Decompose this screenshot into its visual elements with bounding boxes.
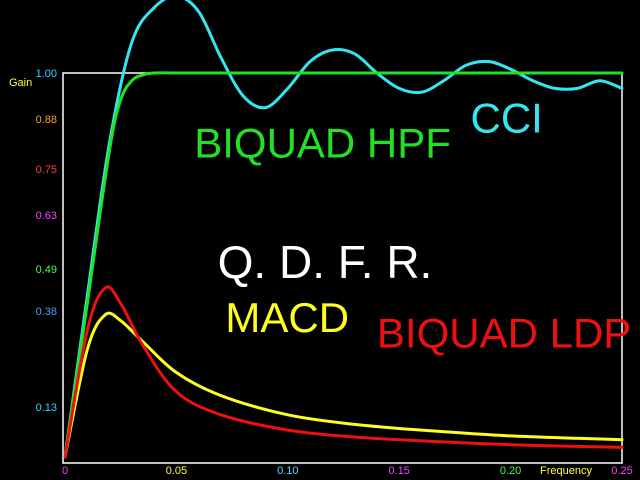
x-tick-label: 0.05 bbox=[166, 465, 187, 477]
y-tick-label: 0.49 bbox=[36, 264, 57, 276]
y-tick-label: 0.88 bbox=[36, 114, 57, 126]
series-line-cci bbox=[63, 0, 624, 459]
y-tick-label: 0.63 bbox=[36, 210, 57, 222]
series-layer bbox=[63, 0, 624, 459]
y-tick-label: 0.38 bbox=[36, 306, 57, 318]
y-axis-ticks: 1.00 0.88 0.75 0.63 0.49 0.38 0.13 bbox=[36, 68, 57, 414]
x-axis-label: Frequency bbox=[540, 465, 592, 477]
series-label-biquad-ldp: BIQUAD LDP bbox=[377, 310, 631, 357]
series-label-cci: CCI bbox=[470, 95, 542, 142]
x-tick-label: 0 bbox=[62, 465, 68, 477]
series-label-macd: MACD bbox=[225, 294, 349, 341]
y-tick-label: 0.75 bbox=[36, 164, 57, 176]
y-tick-label: 0.13 bbox=[36, 402, 57, 414]
y-tick-label: 1.00 bbox=[36, 68, 57, 80]
x-tick-label: 0.10 bbox=[277, 465, 298, 477]
y-axis-label: Gain bbox=[9, 77, 32, 89]
x-tick-label: 0.25 bbox=[611, 465, 632, 477]
series-line-biquad-hpf bbox=[63, 71, 624, 459]
x-tick-label: 0.20 bbox=[500, 465, 521, 477]
series-label-biquad-hpf: BIQUAD HPF bbox=[194, 119, 451, 166]
series-line-biquad-ldp bbox=[63, 285, 624, 459]
x-axis-ticks: 0 0.05 0.10 0.15 0.20 0.25 bbox=[62, 465, 633, 477]
series-labels: CCI BIQUAD HPF MACD BIQUAD LDP bbox=[194, 95, 631, 357]
series-line-macd bbox=[63, 311, 624, 459]
chart-title: Q. D. F. R. bbox=[218, 236, 433, 288]
x-tick-label: 0.15 bbox=[388, 465, 409, 477]
